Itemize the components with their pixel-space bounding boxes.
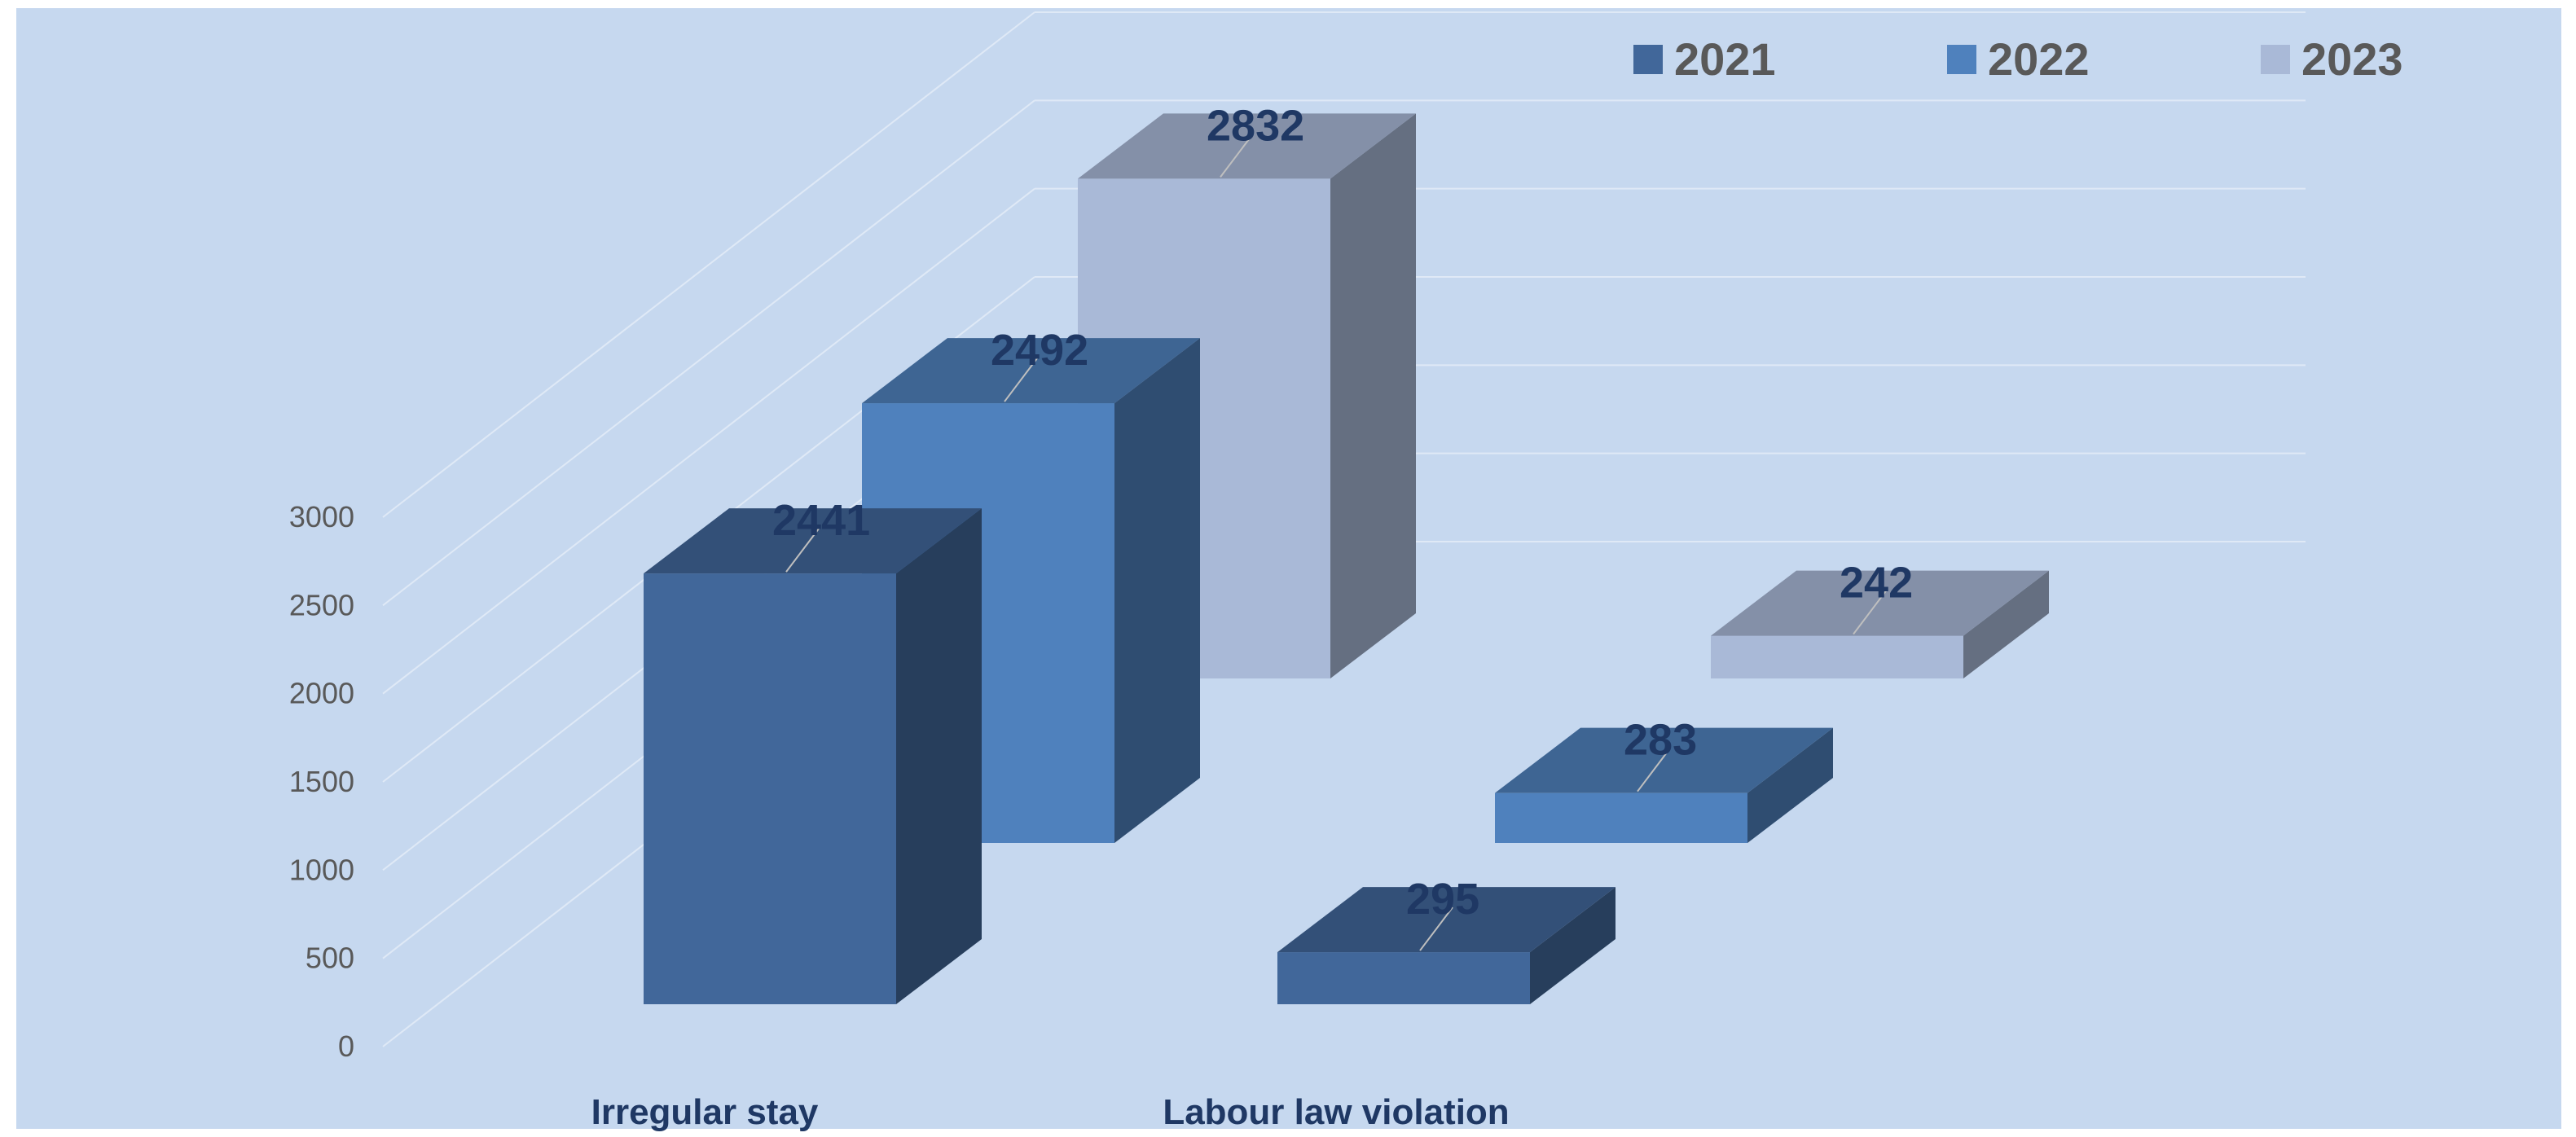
bar-top — [1495, 727, 1833, 793]
bar-2021-0 — [644, 508, 982, 1004]
bar-2023-1 — [1711, 570, 2049, 678]
gridline-side — [382, 11, 1035, 518]
data-label: 295 — [1406, 875, 1479, 924]
label-leader — [1637, 748, 1671, 792]
bar-side — [1530, 887, 1615, 1004]
legend-swatch — [1633, 45, 1663, 74]
label-leader — [785, 528, 820, 573]
bar-front — [1495, 792, 1747, 843]
bar-top — [1711, 570, 2049, 636]
category-label: Irregular stay — [591, 1092, 819, 1132]
bar-top — [1277, 887, 1615, 953]
label-leader — [1853, 590, 1887, 635]
bars — [644, 113, 2049, 1004]
x-axis: Irregular stay Labour law violation — [591, 1092, 1510, 1132]
label-leader — [1220, 133, 1254, 178]
legend-label: 2021 — [1674, 33, 1776, 85]
gridline-side — [382, 187, 1035, 695]
label-leader — [1419, 907, 1453, 951]
legend: 2021 2022 2023 — [1633, 33, 2403, 85]
data-label: 2832 — [1207, 101, 1304, 150]
y-tick-label: 0 — [338, 1029, 354, 1063]
bar-side — [1747, 727, 1833, 843]
bar-2023-0 — [1078, 113, 1416, 678]
data-label: 2441 — [772, 496, 870, 545]
bar-side — [1114, 338, 1200, 844]
bar-2021-1 — [1277, 887, 1615, 1004]
y-tick-label: 1500 — [289, 765, 354, 798]
legend-swatch — [1947, 45, 1976, 74]
bar-side — [896, 508, 982, 1004]
bar-2022-1 — [1495, 727, 1833, 843]
bar-top — [644, 508, 982, 574]
y-axis: 0 500 1000 1500 2000 2500 3000 — [289, 500, 354, 1063]
bar-front — [644, 573, 896, 1004]
label-leader — [1004, 358, 1038, 402]
category-label: Labour law violation — [1163, 1092, 1509, 1132]
data-label: 283 — [1624, 716, 1697, 765]
bar-front — [1711, 635, 1963, 678]
data-label: 2492 — [991, 326, 1088, 375]
data-labels: 2832 2492 2441 242 283 295 — [772, 101, 1913, 951]
gridline-side — [382, 99, 1035, 607]
bar-side — [1963, 570, 2049, 678]
bar-top — [1078, 113, 1416, 179]
bar-front — [1277, 952, 1530, 1004]
data-label: 242 — [1840, 559, 1913, 608]
legend-swatch — [2261, 45, 2290, 74]
y-tick-label: 1000 — [289, 853, 354, 886]
y-tick-label: 500 — [306, 942, 354, 975]
legend-label: 2022 — [1988, 33, 2090, 85]
y-tick-label: 3000 — [289, 500, 354, 533]
bar-2022-0 — [862, 338, 1200, 844]
bar-top — [862, 338, 1200, 404]
legend-label: 2023 — [2301, 33, 2403, 85]
y-tick-label: 2500 — [289, 588, 354, 621]
bar-side — [1330, 113, 1416, 678]
y-tick-label: 2000 — [289, 677, 354, 710]
